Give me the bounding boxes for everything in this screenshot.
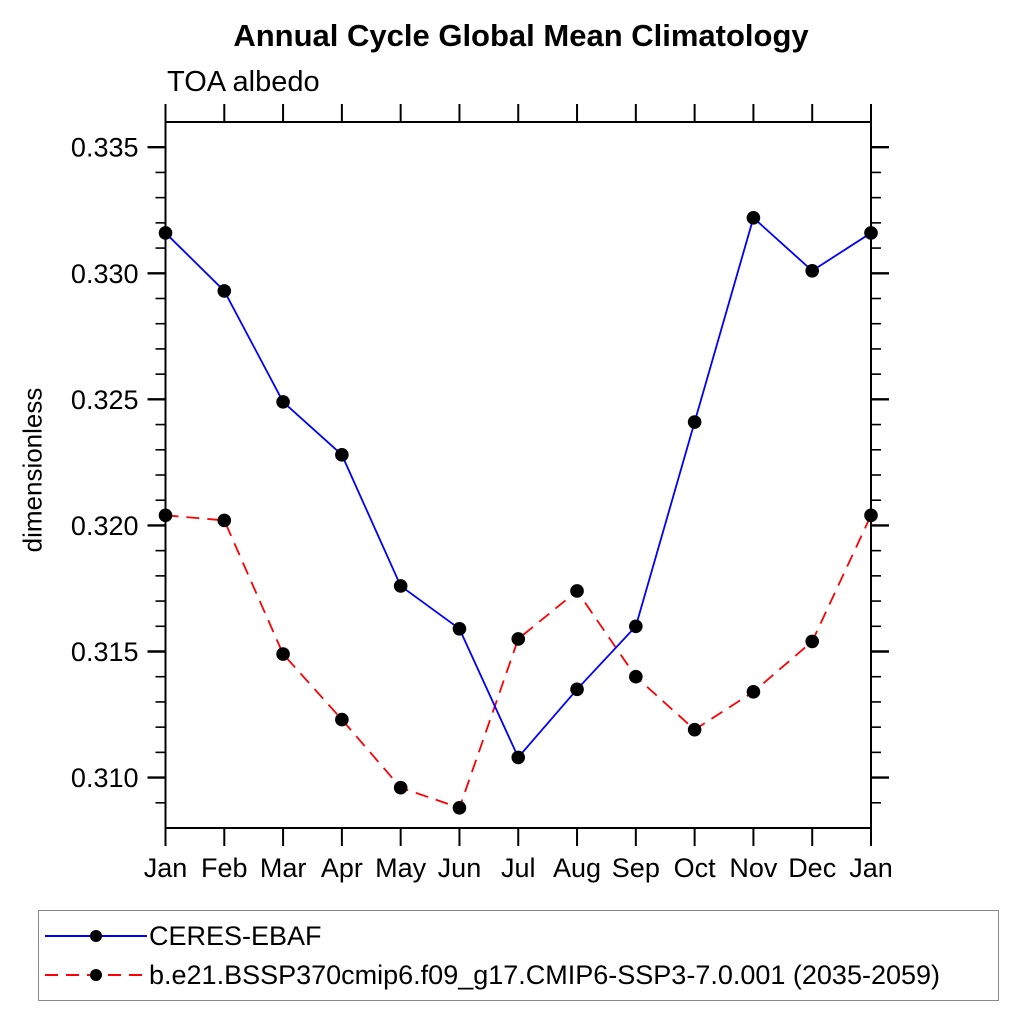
legend-label: b.e21.BSSP370cmip6.f09_g17.CMIP6-SSP3-7.… <box>149 959 941 990</box>
x-tick-label: Jun <box>438 853 482 883</box>
x-tick-label: Mar <box>260 853 307 883</box>
plot-box <box>164 121 872 829</box>
x-tick-label: Apr <box>321 853 363 883</box>
legend-item: CERES-EBAF <box>43 919 998 953</box>
y-tick-label: 0.310 <box>71 763 139 793</box>
chart-title: Annual Cycle Global Mean Climatology <box>233 18 809 53</box>
series-markers-1 <box>158 508 878 815</box>
x-tick-label: Jul <box>501 853 536 883</box>
x-tick-label: Nov <box>729 853 778 883</box>
x-tick-label: May <box>375 853 427 883</box>
legend: CERES-EBAF b.e21.BSSP370cmip6.f09_g17.CM… <box>38 910 999 1001</box>
y-tick-label: 0.330 <box>71 259 139 289</box>
y-tick-label: 0.335 <box>71 133 139 163</box>
x-tick-label: Oct <box>674 853 717 883</box>
x-tick-label: Dec <box>788 853 836 883</box>
series-markers-0 <box>158 211 878 765</box>
x-tick-label: Aug <box>553 853 601 883</box>
chart-subtitle: TOA albedo <box>167 66 320 98</box>
y-tick-label: 0.315 <box>71 637 139 667</box>
x-tick-label: Sep <box>612 853 660 883</box>
y-tick-label: 0.325 <box>71 385 139 415</box>
legend-label: CERES-EBAF <box>149 920 322 951</box>
legend-line-dashed-icon <box>45 969 147 981</box>
series-line-0 <box>164 216 872 760</box>
axis-ticks: 0.310 0.315 0.320 0.325 0.330 0.335 Jan Feb Mar A… <box>71 104 893 883</box>
x-tick-label: Feb <box>201 853 248 883</box>
x-tick-label: Jan <box>144 853 188 883</box>
y-tick-label: 0.320 <box>71 511 139 541</box>
legend-item: b.e21.BSSP370cmip6.f09_g17.CMIP6-SSP3-7.… <box>43 958 998 992</box>
x-tick-label: Jan <box>849 853 893 883</box>
legend-line-solid-icon <box>45 930 147 942</box>
